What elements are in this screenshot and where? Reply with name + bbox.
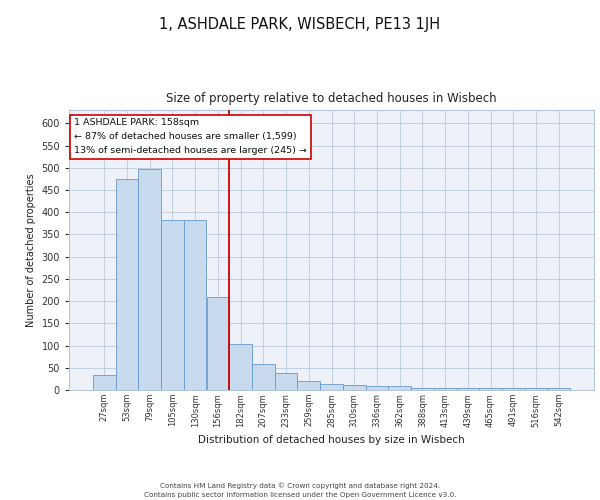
Bar xyxy=(343,385,365,390)
Bar xyxy=(206,296,229,390)
Text: Contains HM Land Registry data © Crown copyright and database right 2024.
Contai: Contains HM Land Registry data © Crown c… xyxy=(144,482,456,498)
Bar xyxy=(320,384,343,390)
Bar xyxy=(547,388,570,390)
Bar xyxy=(161,220,184,390)
Bar xyxy=(116,179,139,390)
Y-axis label: Number of detached properties: Number of detached properties xyxy=(26,173,36,327)
Bar xyxy=(184,220,206,390)
Bar xyxy=(229,344,252,390)
Bar xyxy=(411,388,434,390)
Bar xyxy=(502,388,524,390)
Title: Size of property relative to detached houses in Wisbech: Size of property relative to detached ho… xyxy=(166,92,497,104)
Bar xyxy=(479,388,502,390)
Bar xyxy=(298,381,320,390)
Bar xyxy=(139,169,161,390)
Text: 1, ASHDALE PARK, WISBECH, PE13 1JH: 1, ASHDALE PARK, WISBECH, PE13 1JH xyxy=(160,18,440,32)
Bar xyxy=(388,386,411,390)
Bar xyxy=(457,388,479,390)
Bar xyxy=(434,388,457,390)
Bar xyxy=(252,364,275,390)
Bar xyxy=(93,376,116,390)
Text: 1 ASHDALE PARK: 158sqm
← 87% of detached houses are smaller (1,599)
13% of semi-: 1 ASHDALE PARK: 158sqm ← 87% of detached… xyxy=(74,118,307,155)
Bar xyxy=(365,386,388,390)
Bar xyxy=(275,372,298,390)
X-axis label: Distribution of detached houses by size in Wisbech: Distribution of detached houses by size … xyxy=(198,435,465,445)
Bar xyxy=(524,388,547,390)
